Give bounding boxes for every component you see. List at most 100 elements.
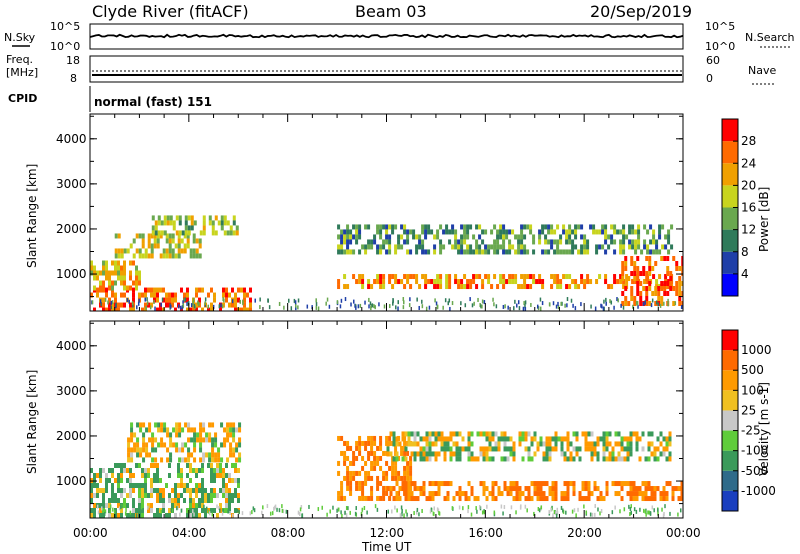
- data-cell: [416, 431, 420, 437]
- data-cell: [144, 493, 147, 499]
- data-cell: [349, 234, 353, 240]
- data-cell: [437, 436, 441, 442]
- data-cell: [222, 483, 225, 489]
- data-cell: [135, 233, 139, 239]
- data-cell: [419, 491, 423, 497]
- data-cell: [160, 427, 164, 433]
- data-cell: [488, 456, 492, 462]
- data-cell: [396, 508, 398, 513]
- data-cell: [404, 456, 408, 462]
- data-cell: [611, 446, 615, 452]
- data-cell: [644, 456, 648, 462]
- data-cell: [412, 229, 416, 235]
- data-cell: [343, 234, 347, 240]
- data-cell: [337, 244, 341, 250]
- data-cell: [96, 270, 99, 276]
- data-cell: [658, 229, 662, 235]
- data-cell: [649, 224, 653, 230]
- data-cell: [521, 436, 525, 442]
- data-cell: [666, 291, 670, 297]
- data-cell: [117, 478, 120, 484]
- data-cell: [181, 447, 185, 453]
- data-cell: [397, 470, 401, 476]
- data-cell: [478, 224, 482, 230]
- data-cell: [130, 447, 134, 453]
- data-cell: [490, 229, 494, 235]
- data-cell: [433, 506, 436, 511]
- data-cell: [589, 512, 592, 517]
- data-cell: [457, 244, 461, 250]
- data-cell: [189, 248, 193, 254]
- data-cell: [517, 234, 521, 240]
- data-cell: [177, 233, 181, 239]
- data-cell: [497, 441, 501, 447]
- data-cell: [168, 233, 172, 239]
- data-cell: [180, 287, 183, 293]
- data-cell: [626, 436, 630, 442]
- data-cell: [99, 508, 102, 514]
- data-cell: [229, 225, 233, 231]
- velocity-colorbar-tick: -100: [741, 444, 768, 458]
- nsky-tick-bottom: 10^0: [50, 40, 80, 53]
- data-cell: [469, 284, 473, 290]
- data-cell: [548, 486, 552, 492]
- data-cell: [412, 234, 416, 240]
- data-cell: [132, 503, 135, 509]
- data-cell: [407, 481, 411, 487]
- data-cell: [565, 284, 569, 290]
- data-cell: [177, 248, 181, 254]
- data-cell: [388, 435, 392, 441]
- data-cell: [407, 491, 411, 497]
- data-cell: [586, 274, 590, 280]
- data-cell: [395, 481, 399, 487]
- data-cell: [367, 239, 371, 245]
- data-cell: [571, 229, 575, 235]
- data-cell: [123, 265, 126, 271]
- colorbar-segment: [722, 141, 738, 164]
- data-cell: [547, 224, 551, 230]
- data-cell: [469, 249, 473, 255]
- data-cell: [141, 493, 144, 499]
- x-tick-label: 00:00: [73, 526, 108, 540]
- data-cell: [667, 298, 669, 303]
- data-cell: [229, 432, 233, 438]
- data-cell: [346, 249, 350, 255]
- data-cell: [111, 302, 114, 308]
- data-cell: [485, 436, 489, 442]
- colorbar-segment: [722, 119, 738, 142]
- data-cell: [373, 279, 377, 285]
- data-cell: [231, 463, 234, 469]
- data-cell: [656, 436, 660, 442]
- data-cell: [361, 274, 365, 280]
- data-cell: [198, 287, 201, 293]
- data-cell: [672, 256, 676, 262]
- data-cell: [538, 508, 541, 513]
- data-cell: [565, 229, 569, 235]
- data-cell: [199, 437, 203, 443]
- data-cell: [385, 249, 389, 255]
- data-cell: [566, 431, 570, 437]
- data-cell: [512, 451, 516, 457]
- data-cell: [415, 274, 419, 280]
- data-cell: [488, 441, 492, 447]
- data-cell: [235, 230, 239, 236]
- data-cell: [162, 498, 165, 504]
- data-cell: [141, 483, 144, 489]
- data-cell: [613, 305, 615, 310]
- data-cell: [563, 451, 567, 457]
- data-cell: [364, 224, 368, 230]
- data-cell: [613, 239, 617, 245]
- data-cell: [147, 493, 150, 499]
- data-cell: [484, 274, 488, 280]
- data-cell: [575, 431, 579, 437]
- data-cell: [636, 271, 640, 277]
- data-cell: [439, 249, 443, 255]
- data-cell: [172, 220, 176, 226]
- data-cell: [409, 455, 413, 461]
- data-cell: [228, 503, 231, 509]
- data-cell: [382, 490, 386, 496]
- data-cell: [637, 239, 641, 245]
- data-cell: [530, 456, 534, 462]
- data-cell: [646, 244, 650, 250]
- data-cell: [159, 493, 162, 499]
